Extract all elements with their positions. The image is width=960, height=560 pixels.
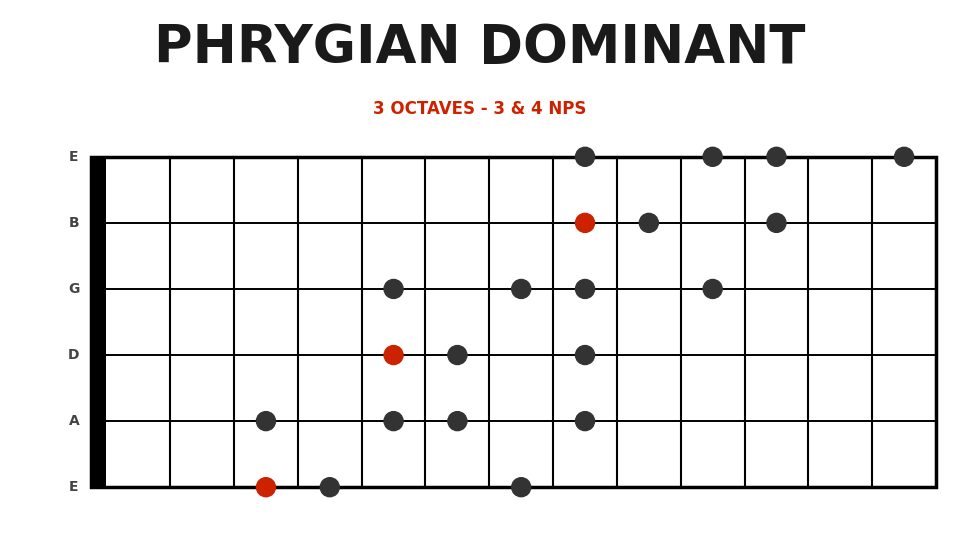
Text: A: A bbox=[68, 414, 80, 428]
Ellipse shape bbox=[575, 412, 594, 431]
Ellipse shape bbox=[321, 478, 339, 497]
Text: 3 OCTAVES - 3 & 4 NPS: 3 OCTAVES - 3 & 4 NPS bbox=[373, 100, 587, 118]
Text: G: G bbox=[68, 282, 80, 296]
Text: B: B bbox=[68, 216, 80, 230]
Ellipse shape bbox=[575, 147, 594, 166]
Bar bbox=[91, 157, 107, 487]
Ellipse shape bbox=[256, 478, 276, 497]
Ellipse shape bbox=[575, 346, 594, 365]
Ellipse shape bbox=[767, 213, 786, 232]
Ellipse shape bbox=[256, 412, 276, 431]
Ellipse shape bbox=[767, 147, 786, 166]
Ellipse shape bbox=[384, 346, 403, 365]
Text: PHRYGIAN DOMINANT: PHRYGIAN DOMINANT bbox=[155, 22, 805, 73]
Ellipse shape bbox=[703, 279, 722, 298]
Bar bbox=[91, 157, 936, 487]
Ellipse shape bbox=[639, 213, 659, 232]
Ellipse shape bbox=[512, 478, 531, 497]
Text: E: E bbox=[69, 150, 79, 164]
Ellipse shape bbox=[703, 147, 722, 166]
Ellipse shape bbox=[384, 279, 403, 298]
Ellipse shape bbox=[512, 279, 531, 298]
Ellipse shape bbox=[575, 279, 594, 298]
Ellipse shape bbox=[575, 213, 594, 232]
Text: E: E bbox=[69, 480, 79, 494]
Ellipse shape bbox=[895, 147, 914, 166]
Ellipse shape bbox=[448, 412, 467, 431]
Ellipse shape bbox=[384, 412, 403, 431]
Ellipse shape bbox=[448, 346, 467, 365]
Text: D: D bbox=[68, 348, 80, 362]
